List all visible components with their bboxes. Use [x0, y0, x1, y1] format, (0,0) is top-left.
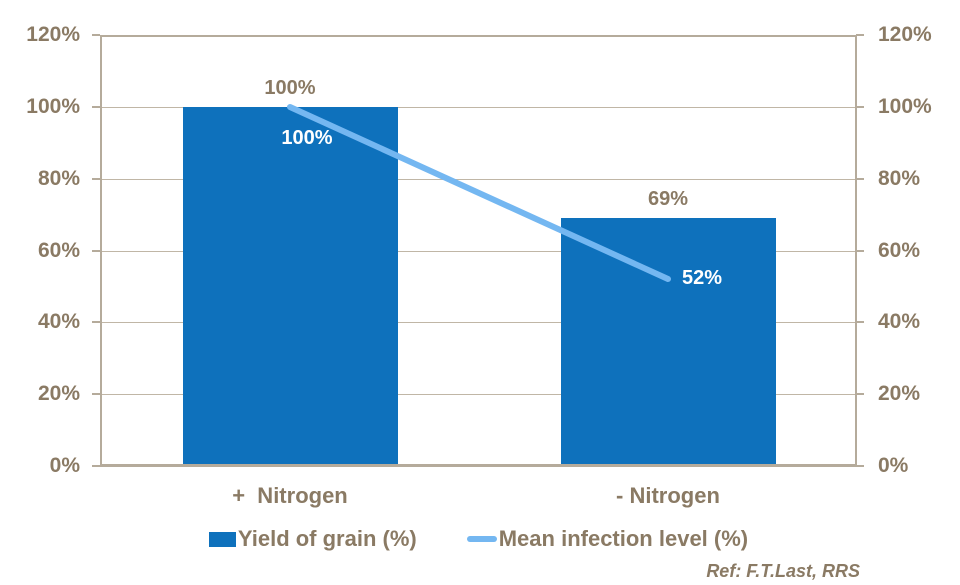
y-axis-label-left: 120%	[26, 23, 80, 46]
legend-item-yield: Yield of grain (%)	[208, 526, 417, 551]
legend-item-infection: Mean infection level (%)	[466, 526, 749, 551]
y-axis-label-left: 20%	[37, 382, 80, 406]
y-axis-label-right: 120%	[878, 23, 932, 46]
y-axis-tick-left	[92, 105, 100, 108]
y-axis-tick-right	[856, 177, 864, 180]
y-axis-tick-right	[856, 105, 864, 108]
y-axis-label-right: 60%	[878, 238, 921, 262]
y-axis-label-left: 40%	[37, 310, 80, 334]
bar-value-label: 69%	[647, 188, 689, 211]
y-axis-tick-right	[856, 34, 864, 36]
y-axis-label-left: 100%	[26, 94, 80, 118]
bar	[182, 106, 398, 464]
line-swatch-icon	[466, 536, 497, 542]
gridline	[102, 322, 855, 324]
y-axis-tick-right	[856, 465, 864, 467]
y-axis-tick-right	[856, 321, 864, 324]
y-axis-tick-right	[856, 393, 864, 396]
y-axis-label-right: 0%	[878, 454, 909, 477]
y-axis-tick-left	[92, 177, 100, 180]
y-axis-label-left: 60%	[37, 238, 80, 262]
y-axis-label-right: 20%	[878, 382, 921, 406]
x-axis-label: - Nitrogen	[616, 483, 720, 508]
y-axis-tick-right	[856, 249, 864, 252]
line-value-label: 100%	[281, 127, 333, 149]
y-axis-label-left: 0%	[49, 454, 80, 477]
y-axis-label-right: 100%	[878, 94, 932, 118]
gridline	[102, 394, 855, 396]
y-axis-tick-left	[92, 465, 100, 467]
bar	[560, 218, 776, 464]
y-axis-label-right: 40%	[878, 310, 921, 334]
legend-label-yield: Yield of grain (%)	[237, 526, 417, 551]
x-axis-label: + Nitrogen	[232, 483, 348, 508]
line-value-label: 52%	[681, 267, 723, 289]
bar-value-label: 100%	[264, 76, 316, 99]
legend-label-infection: Mean infection level (%)	[498, 526, 749, 551]
legend: Yield of grain (%) Mean infection level …	[100, 526, 857, 552]
y-axis-label-left: 80%	[37, 166, 80, 190]
y-axis-tick-left	[92, 34, 100, 36]
y-axis-tick-left	[92, 321, 100, 324]
y-axis-label-right: 80%	[878, 166, 921, 190]
reference-note: Ref: F.T.Last, RRS	[706, 561, 860, 581]
y-axis-tick-left	[92, 393, 100, 396]
y-axis-tick-left	[92, 249, 100, 252]
bar-swatch-icon	[208, 531, 236, 547]
